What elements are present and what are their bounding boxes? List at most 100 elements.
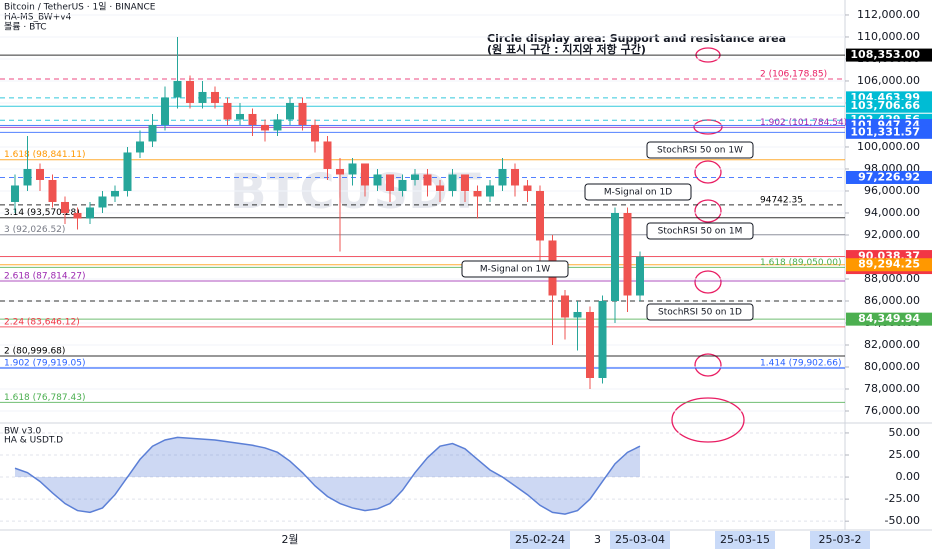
- candle-body: [436, 185, 444, 191]
- candle-body: [161, 97, 169, 125]
- y-tick-label: 78,000.00: [864, 382, 920, 395]
- y-tick-label: 86,000.00: [864, 294, 920, 307]
- callout-box: [584, 183, 692, 201]
- level-note: 2.24 (83,646.12): [4, 317, 80, 327]
- candle-body: [361, 163, 369, 186]
- level-note: 1.902 (79,919.05): [4, 358, 85, 368]
- price-label: 84,349.94: [858, 312, 920, 325]
- candle-body: [636, 256, 644, 296]
- circle: [694, 199, 722, 223]
- candle-body: [623, 212, 632, 296]
- candle-body: [461, 174, 469, 191]
- candle-body: [336, 168, 344, 175]
- candle-body: [273, 119, 282, 131]
- x-tick-label: 25-02-24: [515, 533, 565, 546]
- candle-body: [148, 124, 157, 142]
- level-note: 1.902 (101,784.54): [760, 118, 847, 128]
- candle-body: [498, 168, 507, 186]
- candle-body: [398, 179, 407, 191]
- x-tick-label: 25-03-04: [615, 533, 665, 546]
- candle-body: [11, 185, 19, 202]
- callout-box: [646, 222, 754, 240]
- candle-body: [248, 113, 257, 125]
- level-note: 1.618 (89,050.00): [760, 258, 841, 268]
- candle-body: [123, 152, 132, 191]
- price-label-box: [846, 170, 932, 184]
- candle-body: [23, 168, 32, 186]
- candle-body: [411, 174, 419, 180]
- candle-body: [573, 311, 582, 318]
- candle-body: [523, 185, 532, 191]
- candle-body: [61, 201, 69, 213]
- price-label: 97,226.92: [858, 170, 920, 183]
- circle: [694, 270, 722, 294]
- price-label-box: [846, 99, 932, 113]
- price-label: 89,294.25: [858, 258, 920, 271]
- x-tick-highlight: [510, 531, 570, 549]
- candle-body: [298, 102, 307, 125]
- y-tick-label: -50.00: [885, 514, 920, 527]
- price-label: 101,331.57: [850, 125, 920, 138]
- candle-body: [373, 174, 382, 186]
- level-note: 3.14 (93,570.28): [4, 208, 80, 218]
- candle-body: [48, 179, 57, 202]
- callout: StochRSI 50 on 1W: [657, 146, 743, 156]
- y-tick-label: 92,000.00: [864, 228, 920, 241]
- y-tick-label: 80,000.00: [864, 360, 920, 373]
- y-tick-label: 94,000.00: [864, 206, 920, 219]
- x-tick-label: 25-03-2: [819, 533, 862, 546]
- y-tick-label: 112,000.00: [857, 8, 920, 21]
- callout-box: [646, 141, 754, 159]
- y-tick-label: 0.00: [896, 470, 921, 483]
- price-label: 108,353.00: [850, 48, 920, 61]
- y-tick-label: 88,000.00: [864, 272, 920, 285]
- x-tick-highlight: [610, 531, 670, 549]
- area: [15, 437, 640, 515]
- candle-body: [111, 190, 119, 197]
- candle-body: [86, 207, 94, 219]
- x-tick-highlight: [715, 531, 775, 549]
- circle: [694, 353, 722, 377]
- x-tick-label: 25-03-15: [720, 533, 770, 546]
- callout: M-Signal on 1W: [480, 265, 550, 275]
- candle-body: [323, 141, 332, 169]
- candle-body: [536, 190, 544, 241]
- candle-body: [611, 212, 619, 301]
- level-note: 94742.35: [760, 195, 803, 205]
- y-tick-label: 50.00: [889, 426, 921, 439]
- level-note: 3 (92,026.52): [4, 225, 65, 235]
- price-label-box: [846, 258, 932, 272]
- price-label: 103,706.66: [850, 99, 920, 112]
- candle-body: [136, 141, 144, 153]
- circle: [671, 397, 745, 443]
- header-line: HA-MS_BW+v4: [4, 13, 72, 23]
- x-tick-highlight: [810, 531, 870, 549]
- candle-body: [211, 91, 219, 103]
- y-tick-label: -25.00: [885, 492, 920, 505]
- callout: StochRSI 50 on 1M: [658, 227, 743, 237]
- candle-body: [586, 311, 594, 378]
- level-note: 2 (80,999.68): [4, 346, 65, 356]
- candle-body: [386, 174, 394, 191]
- y-tick-label: 25.00: [889, 448, 921, 461]
- callout: StochRSI 50 on 1D: [658, 308, 742, 318]
- circles: [671, 47, 745, 443]
- candle-body: [561, 295, 569, 318]
- candle-body: [236, 113, 244, 120]
- level-note: 2.618 (87,814.27): [4, 272, 85, 282]
- x-tick-label: 2월: [281, 533, 298, 546]
- candle-body: [423, 174, 432, 186]
- notice: Circle display area: Support and resista…: [487, 32, 786, 45]
- line: [14, 436, 641, 515]
- candle-body: [473, 190, 482, 197]
- y-tick-label: 96,000.00: [864, 184, 920, 197]
- level-note: 1.414 (79,902.66): [760, 359, 841, 369]
- price-label-box: [846, 125, 932, 139]
- level-note: 1.618 (98,841.11): [4, 150, 85, 160]
- y-tick-label: 110,000.00: [857, 30, 920, 43]
- y-tick-label: 106,000.00: [857, 74, 920, 87]
- y-tick-label: 82,000.00: [864, 338, 920, 351]
- candle-body: [173, 80, 182, 98]
- notice: (원 표시 구간 : 지지와 저항 구간): [487, 42, 646, 56]
